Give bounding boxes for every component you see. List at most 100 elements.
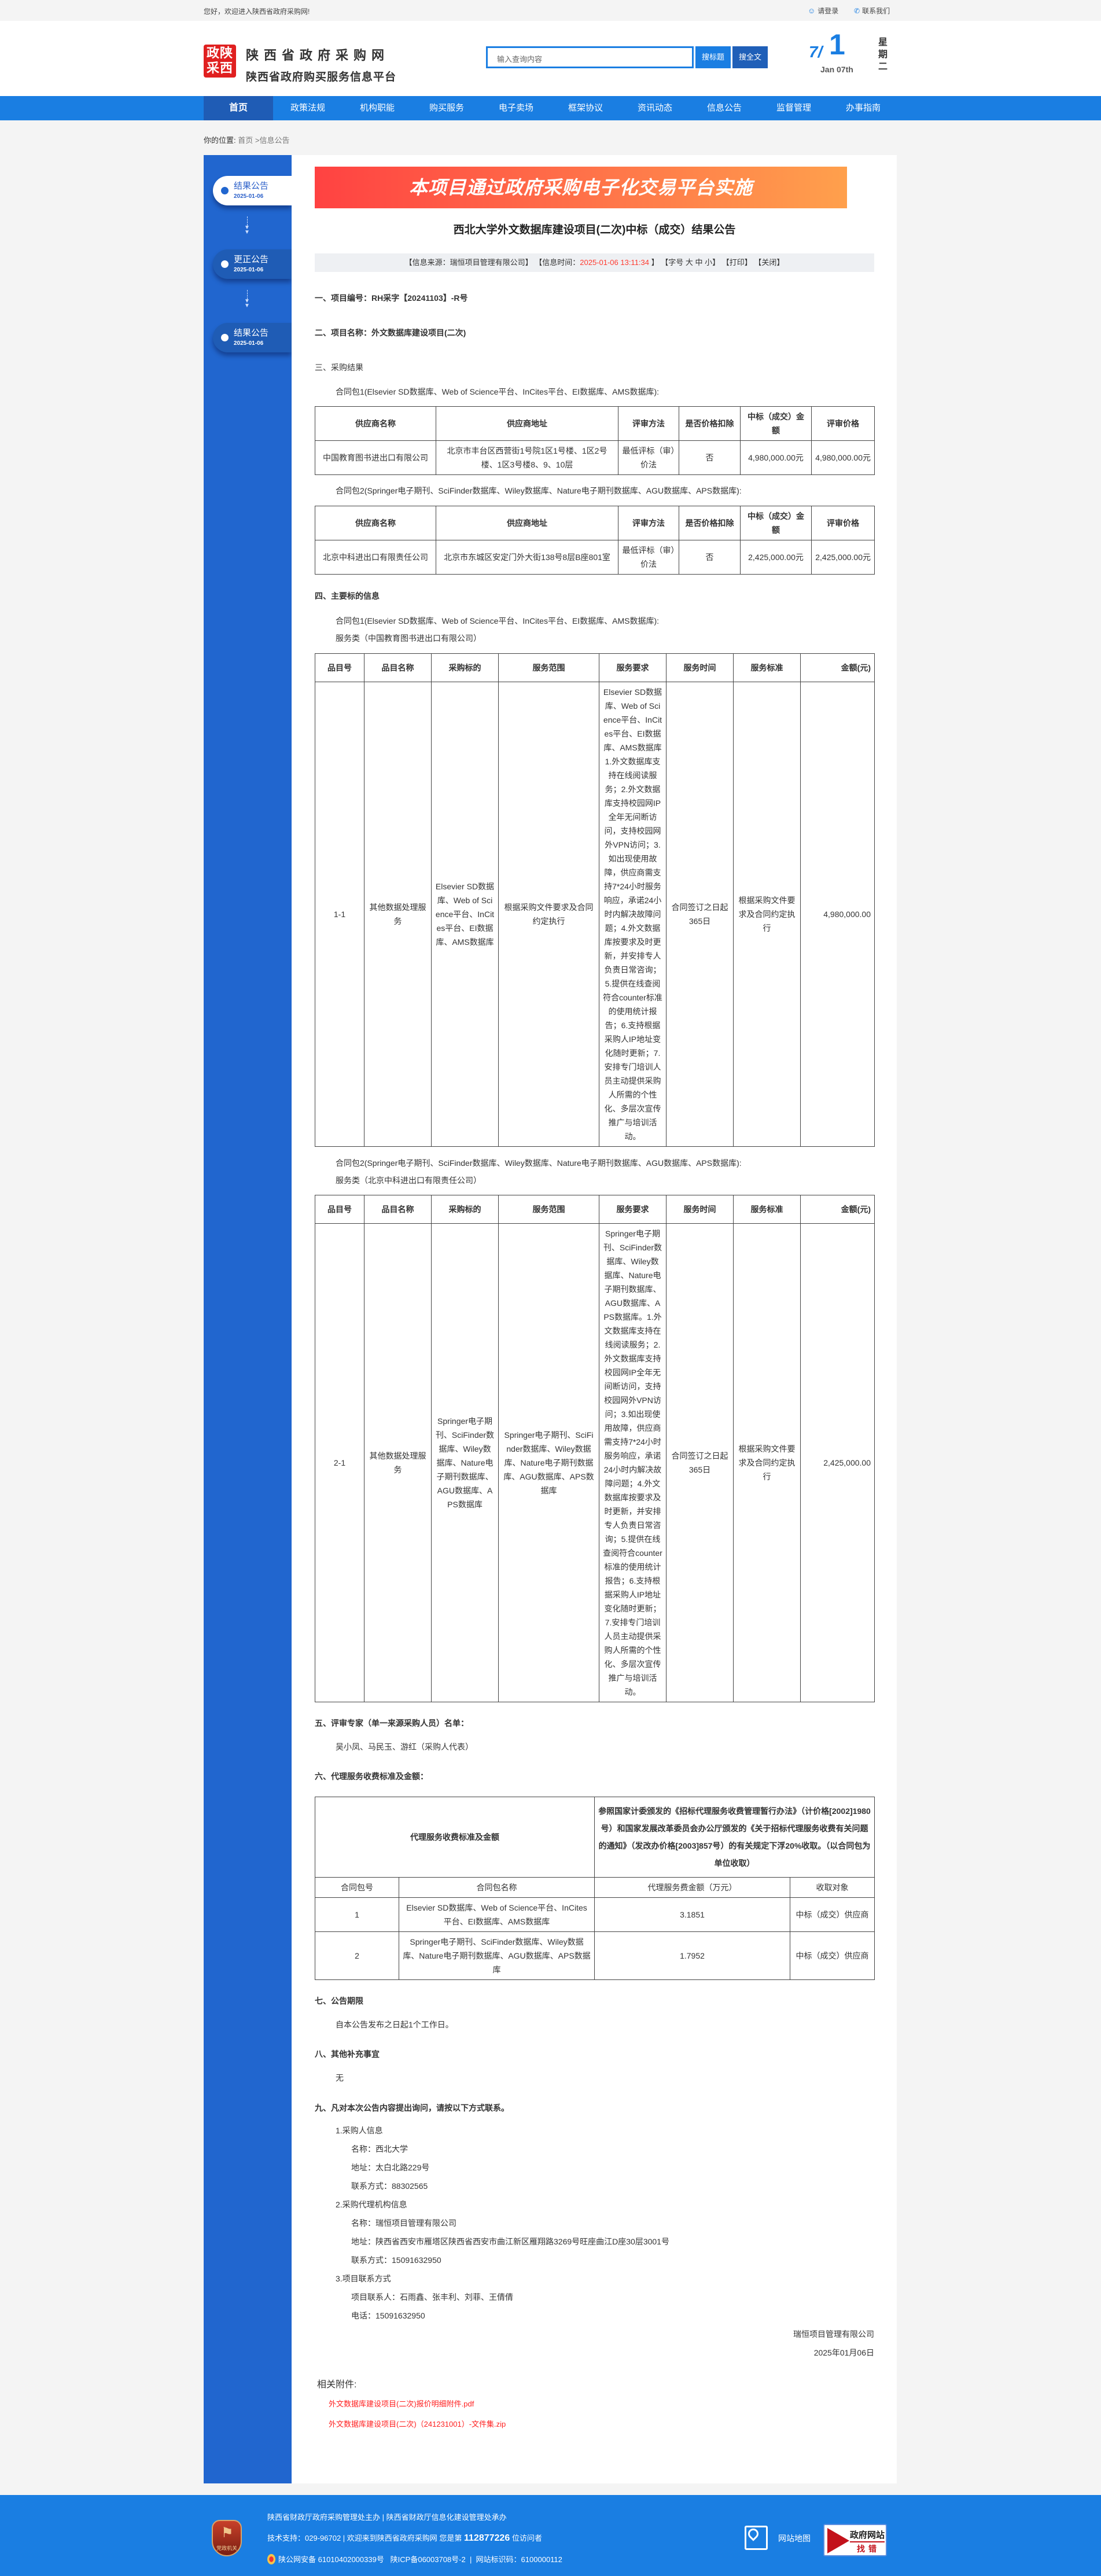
info-time-end: 】 xyxy=(651,258,659,267)
article: 本项目通过政府采购电子化交易平台实施 西北大学外文数据库建设项目(二次)中标（成… xyxy=(292,155,897,2483)
party-government-emblem[interactable]: ⚑ 党政机关 xyxy=(212,2520,242,2556)
login-link[interactable]: ☺ 请登录 xyxy=(808,6,838,16)
print-button[interactable]: 【打印】 xyxy=(721,258,752,267)
period-text: 自本公告发布之日起1个工作日。 xyxy=(336,2020,454,2029)
package-1-label: 合同包1(Elsevier SD数据库、Web of Science平台、InC… xyxy=(336,616,660,625)
search-fulltext-button[interactable]: 搜全文 xyxy=(732,46,768,68)
table-row: 中国教育图书进出口有限公司 北京市丰台区西营街1号院1区1号楼、1区2号楼、1区3… xyxy=(315,440,875,475)
section-experts: 五、评审专家（单一来源采购人员）名单： xyxy=(315,1718,469,1728)
timeline-card[interactable]: 结果公告 2025-01-06 xyxy=(213,176,292,205)
nav-item[interactable]: 资讯动态 xyxy=(637,103,672,113)
date-day: 1 xyxy=(829,28,845,61)
contact-line: 地址：陕西省西安市雁塔区陕西省西安市曲江新区雁翔路3269号旺座曲江D座30层3… xyxy=(351,2237,669,2246)
nav-item[interactable]: 框架协议 xyxy=(568,103,603,113)
contact-line: 联系方式：88302565 xyxy=(351,2181,428,2191)
down-arrow-icon: ▼ ▼ xyxy=(243,216,251,237)
contact-line: 电话：15091632950 xyxy=(351,2311,425,2320)
nav-item[interactable]: 购买服务 xyxy=(429,103,464,113)
agency-fee-table: 代理服务收费标准及金额 参照国家计委颁发的《招标代理服务收费管理暂行办法》（计价格… xyxy=(315,1797,875,1980)
down-arrow-icon: ▼ ▼ xyxy=(243,290,251,311)
table-cell: Elsevier SD数据库、Web of Science平台、InCites平… xyxy=(399,1897,595,1932)
nav-item[interactable]: 首页 xyxy=(204,96,273,120)
breadcrumb-label: 你的位置: xyxy=(204,136,236,145)
table-cell: 4,980,000.00元 xyxy=(811,440,875,475)
table-cell: 2-1 xyxy=(315,1223,364,1702)
column-header: 评审价格 xyxy=(811,406,875,441)
column-header: 服务时间 xyxy=(666,653,734,682)
timeline-dot-icon xyxy=(221,187,229,194)
table-cell: 根据采购文件要求及合同约定执行 xyxy=(733,682,801,1147)
breadcrumb-home[interactable]: 首页 xyxy=(238,136,253,145)
table-cell: 北京市丰台区西营街1号院1区1号楼、1区2号楼、1区3号楼8、9、10层 xyxy=(436,440,618,475)
main-nav: 首页 政策法规 机构职能 购买服务 电子卖场 框架协议 资讯动态 信息公告 监督管理 办事指南 xyxy=(0,96,1101,120)
contact-line: 3.项目联系方式 xyxy=(336,2274,391,2283)
section-project-name: 二、项目名称：外文数据库建设项目(二次) xyxy=(315,328,466,337)
platform-banner: 本项目通过政府采购电子化交易平台实施 xyxy=(315,167,847,208)
search-input[interactable]: 输入查询内容 xyxy=(486,46,694,68)
contact-line: 2.采购代理机构信息 xyxy=(336,2200,407,2209)
table-cell: 1.7952 xyxy=(594,1931,790,1980)
report-error-badge[interactable]: 政府网站 找错 xyxy=(823,2524,887,2556)
table-cell: Elsevier SD数据库、Web of Science平台、InCites平… xyxy=(431,682,499,1147)
column-header: 供应商名称 xyxy=(315,506,436,540)
table-cell: Springer电子期刊、SciFinder数据库、Wiley数据库、Natur… xyxy=(498,1223,599,1702)
close-button[interactable]: 【关闭】 xyxy=(754,258,785,267)
contact-line: 地址：太白北路229号 xyxy=(351,2163,430,2172)
contact-link[interactable]: ✆ 联系我们 xyxy=(854,6,890,16)
column-header: 是否价格扣除 xyxy=(679,406,741,441)
table-cell: 2 xyxy=(315,1931,399,1980)
login-label: 请登录 xyxy=(818,7,839,15)
icp-text[interactable]: 陕公网安备 61010402000339号 陕ICP备06003708号-2 |… xyxy=(278,2555,562,2564)
nav-item[interactable]: 机构职能 xyxy=(359,103,395,113)
result-table-2: 供应商名称 供应商地址 评审方法 是否价格扣除 中标（成交）金额 评审价格 北京中科进出口有… xyxy=(315,506,875,575)
contact-label: 联系我们 xyxy=(862,7,890,15)
table-cell: 中国教育图书进出口有限公司 xyxy=(315,440,436,475)
contact-line: 名称：西北大学 xyxy=(351,2144,408,2154)
column-header: 合同包号 xyxy=(315,1877,399,1898)
report-top-text: 政府网站 xyxy=(850,2529,885,2542)
footer-icp: 陕公网安备 61010402000339号 陕ICP备06003708号-2 |… xyxy=(267,2553,562,2564)
section-agency-fee: 六、代理服务收费标准及金额： xyxy=(315,1772,428,1781)
column-header: 是否价格扣除 xyxy=(679,506,741,540)
timeline-dot-icon xyxy=(221,260,229,268)
nav-item[interactable]: 办事指南 xyxy=(845,103,881,113)
nav-item[interactable]: 监督管理 xyxy=(776,103,811,113)
emblem-text: 党政机关 xyxy=(216,2545,237,2551)
date-english: Jan 07th xyxy=(820,65,853,74)
column-header: 采购标的 xyxy=(431,653,499,682)
table-cell: 根据采购文件要求及合同约定执行 xyxy=(498,682,599,1147)
timeline-card[interactable]: 更正公告 2025-01-06 xyxy=(213,249,292,279)
timeline-card-title: 结果公告 xyxy=(234,328,269,338)
nav-item[interactable]: 电子卖场 xyxy=(498,103,533,113)
timeline-card[interactable]: 结果公告 2025-01-06 xyxy=(213,323,292,352)
column-header: 服务范围 xyxy=(498,1195,599,1224)
column-header: 供应商地址 xyxy=(436,506,618,540)
table-header-row: 合同包号 合同包名称 代理服务费金额（万元） 收取对象 xyxy=(315,1877,875,1898)
search-title-button[interactable]: 搜标题 xyxy=(695,46,731,68)
table-cell: 中标（成交）供应商 xyxy=(790,1897,875,1932)
sitemap-link[interactable]: 网站地图 xyxy=(778,2534,811,2543)
weekday: 星期二 xyxy=(878,38,888,72)
info-time-label: 【信息时间： xyxy=(535,258,580,267)
fee-standard-row: 代理服务收费标准及金额 参照国家计委颁发的《招标代理服务收费管理暂行办法》（计价格… xyxy=(315,1797,875,1878)
site-logo[interactable]: 政陕 采西 xyxy=(204,45,236,78)
nav-item[interactable]: 信息公告 xyxy=(706,103,742,113)
breadcrumb-current[interactable]: 信息公告 xyxy=(259,136,290,145)
attachment-link[interactable]: 外文数据库建设项目(二次)报价明细附件.pdf xyxy=(329,2400,474,2408)
table-header-row: 供应商名称 供应商地址 评审方法 是否价格扣除 中标（成交）金额 评审价格 xyxy=(315,406,875,441)
table-row: 2 Springer电子期刊、SciFinder数据库、Wiley数据库、Natu… xyxy=(315,1931,875,1980)
font-size-control[interactable]: 【字号 大 中 小】 xyxy=(661,258,720,267)
nav-item[interactable]: 政策法规 xyxy=(290,103,325,113)
package-1-label: 合同包1(Elsevier SD数据库、Web of Science平台、InC… xyxy=(336,387,660,396)
visitor-count: 112877226 xyxy=(464,2533,510,2543)
timeline-card-title: 结果公告 xyxy=(234,181,269,191)
info-source: 【信息来源：瑞恒项目管理有限公司】 xyxy=(404,258,533,267)
contact-list: 1.采购人信息 名称：西北大学 地址：太白北路229号 联系方式：88302565 2.… xyxy=(315,2121,874,2325)
sitemap-icon[interactable] xyxy=(745,2526,768,2550)
table-cell: 否 xyxy=(679,440,741,475)
attachment-link[interactable]: 外文数据库建设项目(二次)（241231001）-文件集.zip xyxy=(329,2420,506,2428)
column-header: 代理服务费金额（万元） xyxy=(594,1877,790,1898)
phone-icon: ✆ xyxy=(854,6,860,15)
table-cell: 合同签订之日起365日 xyxy=(666,1223,734,1702)
column-header: 金额(元) xyxy=(800,1195,875,1224)
